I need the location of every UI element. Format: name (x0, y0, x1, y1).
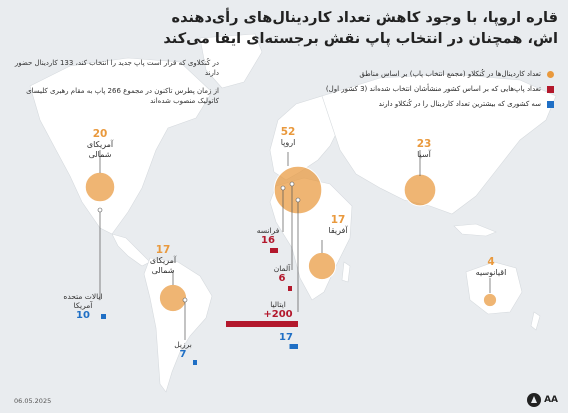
country-label-france: فرانسه 16 (248, 226, 288, 246)
country-popes-value: 6 (278, 273, 286, 284)
legend-label: تعداد پاپ‌هایی که بر اساس کشور منشأشان ا… (325, 85, 541, 93)
south-america-shape (143, 257, 213, 393)
country-name: فرانسه (256, 226, 280, 235)
bar-germany-popes (288, 286, 292, 291)
legend-label: سه کشوری که بیشترین تعداد کاردینال را در… (378, 100, 541, 108)
blue-square-icon (547, 101, 554, 108)
marker-usa (97, 207, 103, 213)
bar-italy-cardinals (289, 344, 298, 349)
region-name: آمریکای شمالی (86, 140, 114, 159)
marker-brazil (182, 297, 188, 303)
country-label-italy-cardinals: 17 (274, 332, 298, 343)
logo-icon (527, 393, 542, 407)
region-name: اروپا (280, 138, 296, 147)
legend-item-cardinals-by-country: سه کشوری که بیشترین تعداد کاردینال را در… (304, 100, 554, 109)
note-popes-total: از زمان پطرس تاکنون در مجموع 266 پاپ به … (26, 87, 219, 105)
north-america-shape (29, 57, 213, 235)
legend-item-popes-by-country: تعداد پاپ‌هایی که بر اساس کشور منشأشان ا… (304, 85, 554, 94)
region-label-asia: 23 آسیا (404, 138, 444, 160)
circle-north-america (84, 171, 116, 203)
region-count: 52 (280, 126, 296, 138)
bar-france-popes (270, 248, 278, 253)
country-label-italy: ایتالیا +200 (258, 300, 298, 320)
region-name: اقیانوسیه (475, 268, 507, 277)
title-line-2: اش، همچنان در انتخاب پاپ نقش برجسته‌ای ا… (163, 31, 558, 47)
circle-oceania (482, 292, 498, 308)
region-count: 17 (155, 244, 171, 256)
orange-circle-icon (547, 71, 554, 78)
region-count: 20 (92, 128, 108, 140)
region-name: آسیا (417, 150, 431, 159)
publish-date: 06.05.2025 (14, 397, 52, 405)
country-popes-value: 16 (261, 235, 275, 246)
agency-logo: AA (527, 393, 558, 407)
country-popes-value: +200 (263, 309, 293, 320)
indonesia-shape (453, 223, 497, 237)
new-zealand-shape (530, 311, 541, 331)
red-square-icon (547, 86, 554, 93)
circle-south-america (158, 283, 188, 313)
circle-asia (403, 173, 437, 207)
country-cardinals-value: 17 (279, 332, 293, 343)
country-label-usa: ایالات متحده آمریکا 10 (60, 292, 106, 321)
country-name: ایتالیا (270, 300, 286, 309)
greenland-shape (199, 33, 263, 89)
bar-usa-cardinals (101, 314, 106, 319)
legend-item-cardinals-by-region: تعداد کاردینال‌ها در کُنکلاو (مجمع انتخا… (304, 70, 554, 79)
bar-brazil-cardinals (193, 360, 197, 365)
madagascar-shape (341, 261, 351, 283)
marker-italy (295, 197, 301, 203)
country-name: ایالات متحده آمریکا (63, 292, 103, 310)
logo-text: AA (544, 395, 558, 405)
region-name: آمریکای شمالی (149, 256, 177, 275)
country-label-brazil: برزیل 7 (166, 340, 200, 360)
region-label-north-america: 20 آمریکای شمالی (70, 128, 130, 160)
region-name: آفریقا (328, 226, 348, 235)
country-label-germany: آلمان 6 (262, 264, 302, 284)
title-line-1: قاره اروپا، با وجود کاهش تعداد کاردینال‌… (171, 10, 558, 26)
region-count: 23 (416, 138, 432, 150)
legend-label: تعداد کاردینال‌ها در کُنکلاو (مجمع انتخا… (359, 70, 541, 78)
asia-shape (321, 73, 557, 215)
region-count: 17 (330, 214, 346, 226)
page-title: قاره اروپا، با وجود کاهش تعداد کاردینال‌… (118, 8, 558, 50)
region-count: 4 (487, 256, 495, 268)
country-cardinals-value: 10 (76, 310, 90, 321)
legend: تعداد کاردینال‌ها در کُنکلاو (مجمع انتخا… (304, 70, 554, 115)
marker-germany (289, 181, 295, 187)
country-cardinals-value: 7 (179, 349, 187, 360)
central-america-shape (111, 233, 151, 267)
marker-france (280, 185, 286, 191)
australia-shape (465, 261, 523, 315)
region-label-oceania: 4 اقیانوسیه (466, 256, 516, 278)
region-label-south-america: 17 آمریکای شمالی (138, 244, 188, 276)
bar-italy-popes (226, 321, 298, 327)
circle-africa (307, 251, 337, 281)
region-label-europe: 52 اروپا (268, 126, 308, 148)
region-label-africa: 17 آفریقا (318, 214, 358, 236)
country-name: آلمان (273, 264, 291, 273)
country-name: برزیل (174, 340, 192, 349)
note-conclave: در کُنکلاوی که قرار است پاپ جدید را انتخ… (14, 59, 219, 77)
